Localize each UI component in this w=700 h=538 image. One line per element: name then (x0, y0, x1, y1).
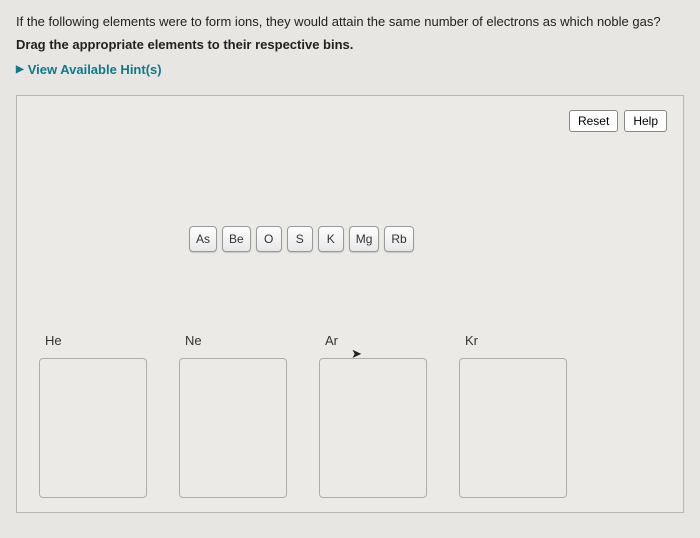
view-hints-link[interactable]: ▶ View Available Hint(s) (16, 62, 684, 77)
help-button[interactable]: Help (624, 110, 667, 132)
hints-label: View Available Hint(s) (28, 62, 162, 77)
work-panel: Reset Help As Be O S K Mg Rb He Ne Ar Kr… (16, 95, 684, 513)
bin-ar[interactable] (319, 358, 427, 498)
element-chip-be[interactable]: Be (222, 226, 251, 252)
element-chip-k[interactable]: K (318, 226, 344, 252)
element-chip-as[interactable]: As (189, 226, 217, 252)
bin-ne[interactable] (179, 358, 287, 498)
bin-he[interactable] (39, 358, 147, 498)
bin-label-he: He (39, 329, 147, 352)
draggable-elements-row: As Be O S K Mg Rb (189, 226, 414, 252)
question-text-2: Drag the appropriate elements to their r… (16, 37, 684, 52)
element-chip-mg[interactable]: Mg (349, 226, 380, 252)
reset-button[interactable]: Reset (569, 110, 618, 132)
element-chip-rb[interactable]: Rb (384, 226, 413, 252)
drop-bins-row: He Ne Ar Kr (39, 329, 567, 498)
element-chip-o[interactable]: O (256, 226, 282, 252)
question-text-1: If the following elements were to form i… (16, 14, 684, 29)
bin-label-ne: Ne (179, 329, 287, 352)
bin-label-ar: Ar (319, 329, 427, 352)
bin-kr[interactable] (459, 358, 567, 498)
bin-label-kr: Kr (459, 329, 567, 352)
triangle-right-icon: ▶ (16, 64, 24, 75)
element-chip-s[interactable]: S (287, 226, 313, 252)
